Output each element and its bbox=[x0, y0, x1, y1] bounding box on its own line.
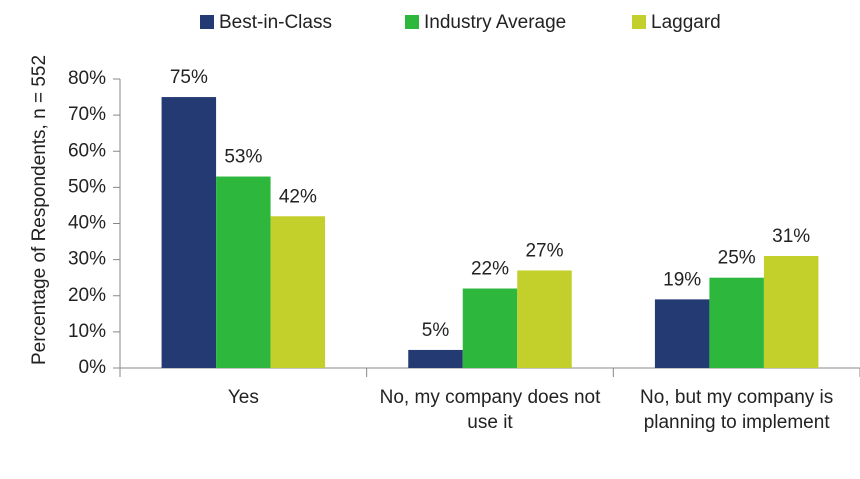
value-label: 31% bbox=[772, 226, 810, 247]
legend-swatch bbox=[405, 15, 419, 29]
legend-label: Best-in-Class bbox=[219, 12, 332, 33]
bar bbox=[709, 277, 764, 368]
value-label: 27% bbox=[525, 240, 563, 261]
y-tick-label: 30% bbox=[68, 249, 106, 270]
legend-label: Laggard bbox=[651, 12, 721, 33]
bar bbox=[408, 349, 463, 368]
value-label: 25% bbox=[718, 248, 756, 269]
y-axis-label: Percentage of Respondents, n = 552 bbox=[29, 55, 50, 365]
y-tick-label: 20% bbox=[68, 285, 106, 306]
value-label: 53% bbox=[224, 147, 262, 168]
value-label: 42% bbox=[279, 186, 317, 207]
y-tick-label: 0% bbox=[79, 357, 107, 378]
bar bbox=[654, 299, 710, 368]
x-tick-label: No, my company does not use it bbox=[379, 387, 601, 433]
legend-swatch bbox=[200, 15, 214, 29]
value-label: 22% bbox=[471, 259, 509, 280]
y-tick-label: 10% bbox=[68, 321, 106, 342]
value-label: 19% bbox=[663, 269, 701, 290]
bar bbox=[763, 256, 819, 368]
y-tick-label: 50% bbox=[68, 176, 106, 197]
y-tick-label: 40% bbox=[68, 213, 106, 234]
value-label: 75% bbox=[170, 67, 208, 88]
y-tick-label: 60% bbox=[68, 140, 106, 161]
legend-label: Industry Average bbox=[424, 12, 566, 33]
bar bbox=[161, 97, 217, 368]
legend-swatch bbox=[632, 15, 646, 29]
x-tick-label: Yes bbox=[227, 387, 259, 408]
y-tick-label: 80% bbox=[68, 68, 106, 89]
value-label: 5% bbox=[422, 320, 450, 341]
x-tick-label: No, but my company is planning to implem… bbox=[640, 387, 834, 433]
bar bbox=[270, 216, 326, 368]
y-tick-label: 70% bbox=[68, 104, 106, 125]
bar bbox=[462, 288, 518, 368]
bar bbox=[517, 270, 572, 368]
bar bbox=[216, 176, 271, 368]
